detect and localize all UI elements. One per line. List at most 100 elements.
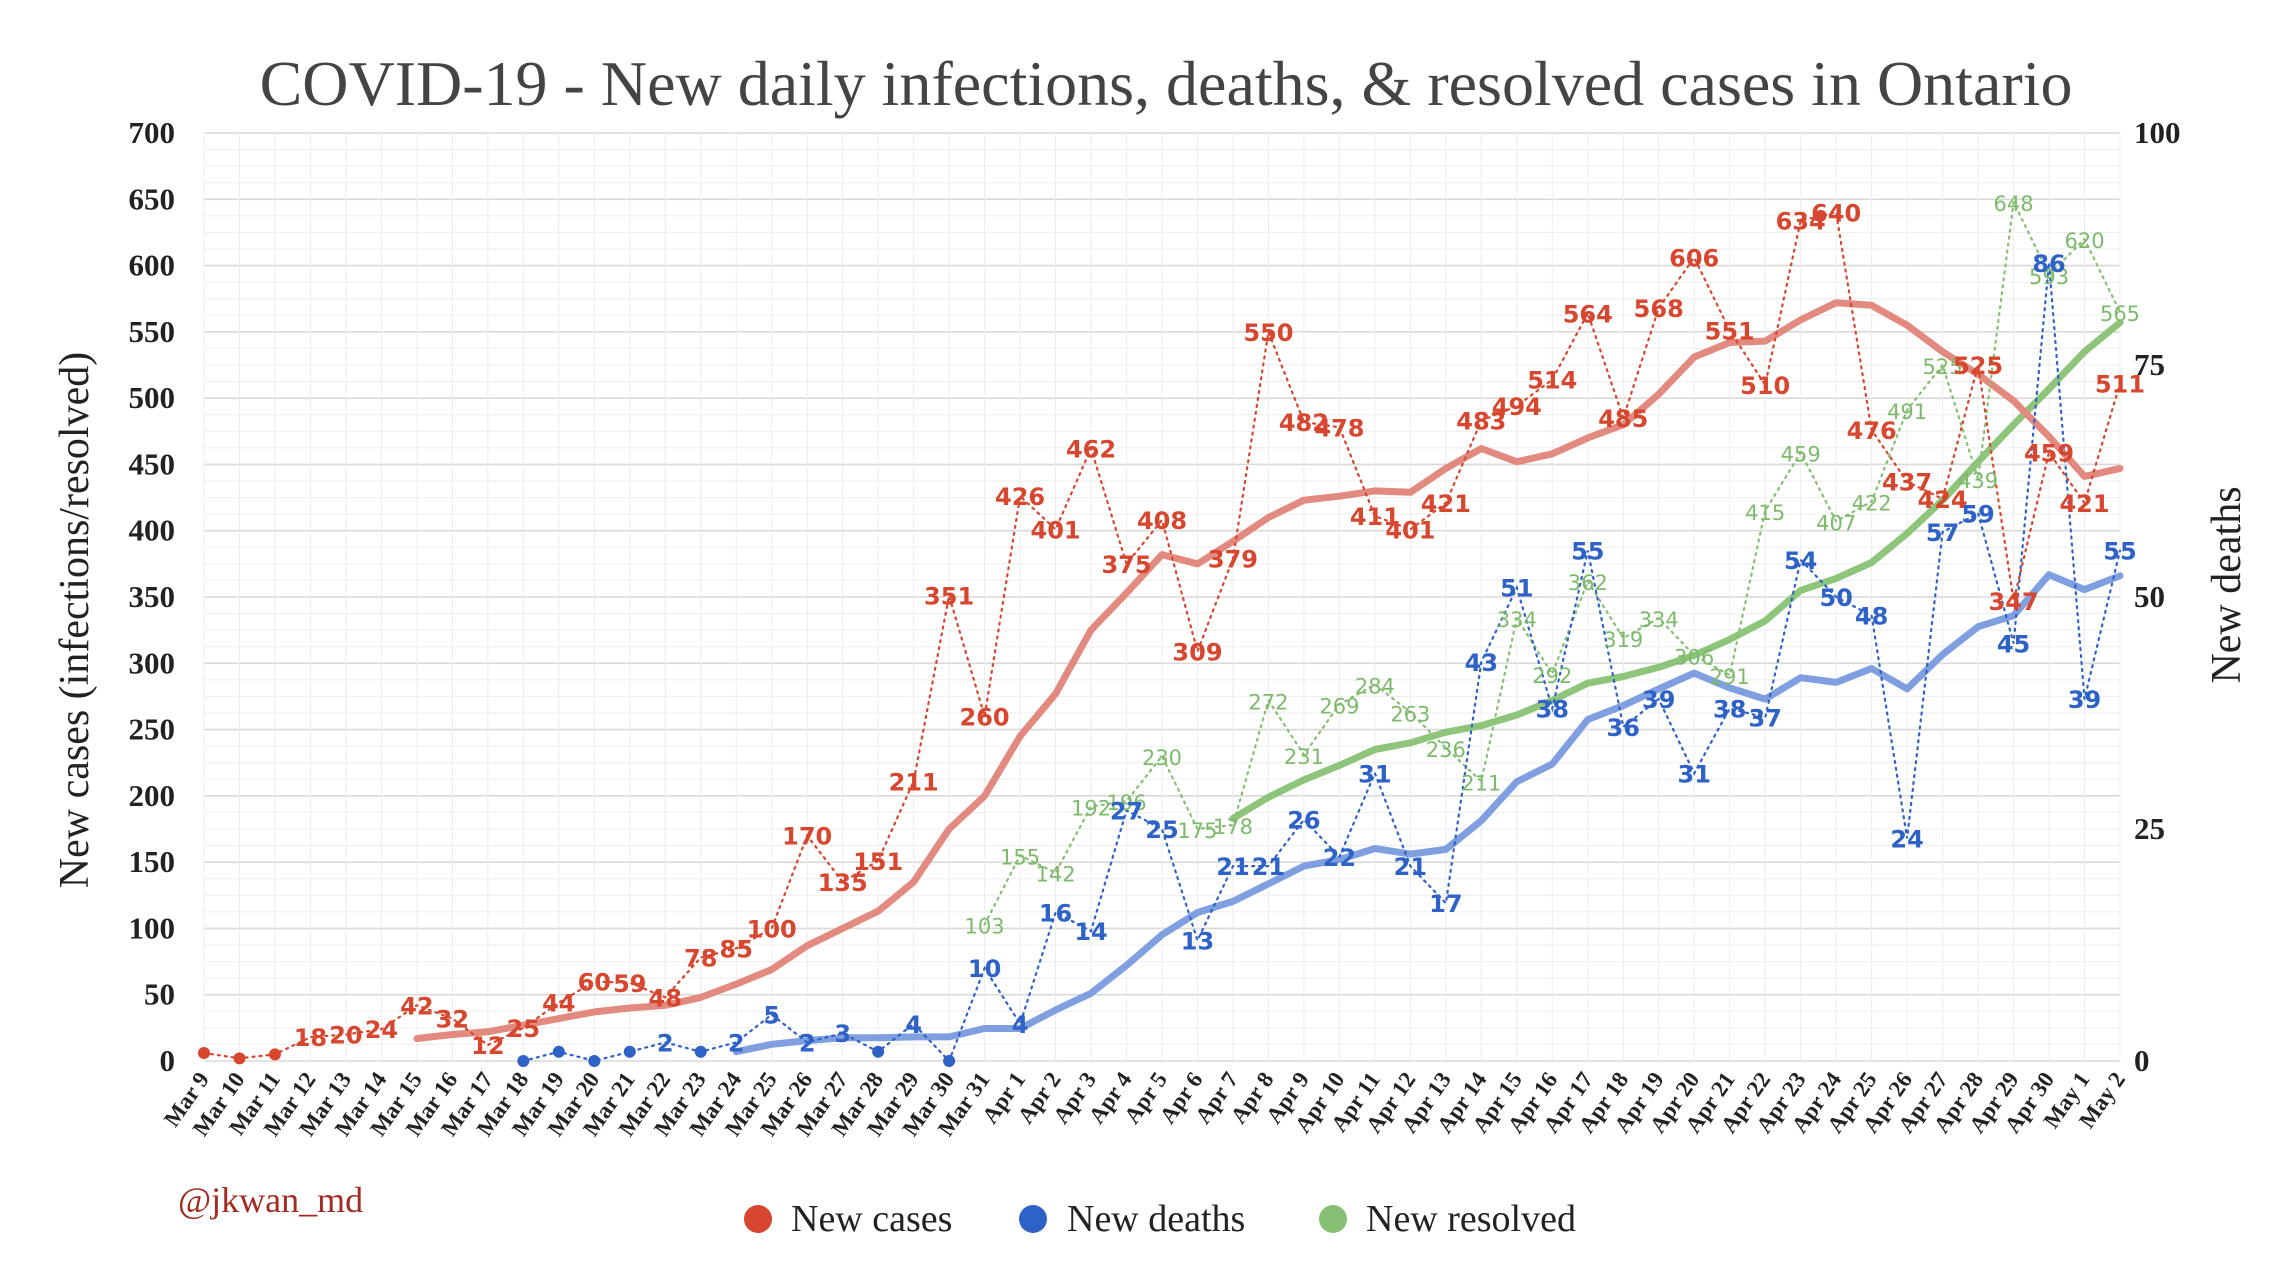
cases-data-label: 379 xyxy=(1208,546,1258,574)
left-tick-label: 50 xyxy=(144,977,175,1012)
deaths-data-label: 24 xyxy=(1890,825,1923,853)
right-tick-label: 100 xyxy=(2134,115,2181,150)
deaths-data-label: 55 xyxy=(2103,538,2136,566)
left-tick-label: 700 xyxy=(129,115,176,150)
cases-trend-line xyxy=(413,299,2124,1042)
resolved-data-label: 334 xyxy=(1639,608,1679,632)
cases-data-label: 421 xyxy=(1421,490,1471,518)
left-tick-label: 550 xyxy=(129,314,176,349)
cases-data-label: 78 xyxy=(684,945,717,973)
cases-data-label: 514 xyxy=(1527,367,1577,395)
cases-data-label: 351 xyxy=(924,583,974,611)
resolved-data-label: 593 xyxy=(2029,265,2069,289)
deaths-data-label: 59 xyxy=(1961,500,1994,528)
deaths-data-label: 13 xyxy=(1181,927,1214,955)
deaths-data-label: 2 xyxy=(799,1029,816,1057)
cases-data-label: 462 xyxy=(1066,436,1116,464)
cases-data-label: 483 xyxy=(1456,408,1506,436)
deaths-data-label: 43 xyxy=(1465,649,1498,677)
cases-data-label: 401 xyxy=(1385,516,1435,544)
cases-data-label: 568 xyxy=(1634,295,1684,323)
resolved-data-label: 196 xyxy=(1106,791,1146,815)
deaths-data-label: 21 xyxy=(1252,853,1285,881)
deaths-data-label: 50 xyxy=(1819,584,1852,612)
deaths-data-label: 45 xyxy=(1997,630,2030,658)
cases-data-label: 260 xyxy=(960,703,1010,731)
resolved-data-label: 491 xyxy=(1887,400,1927,424)
cases-data-label: 347 xyxy=(1989,588,2039,616)
cases-point xyxy=(268,1048,281,1061)
cases-data-label: 476 xyxy=(1847,417,1897,445)
deaths-point xyxy=(872,1045,885,1058)
left-tick-label: 600 xyxy=(129,248,176,283)
cases-data-label: 100 xyxy=(747,915,797,943)
resolved-data-label: 192 xyxy=(1071,796,1111,820)
resolved-data-label: 422 xyxy=(1852,492,1892,516)
resolved-trend-line xyxy=(1229,319,2124,822)
resolved-data-label: 319 xyxy=(1603,628,1643,652)
resolved-data-label: 272 xyxy=(1248,690,1288,714)
deaths-data-label: 17 xyxy=(1429,890,1462,918)
cases-point xyxy=(233,1052,246,1065)
deaths-data-label: 54 xyxy=(1784,547,1817,575)
deaths-data-label: 5 xyxy=(763,1002,780,1030)
resolved-data-label: 236 xyxy=(1426,738,1466,762)
legend-label-cases: New cases xyxy=(791,1198,952,1240)
left-tick-label: 400 xyxy=(129,513,176,548)
deaths-data-label: 39 xyxy=(2068,686,2101,714)
deaths-data-label: 22 xyxy=(1323,844,1356,872)
cases-data-label: 494 xyxy=(1492,393,1542,421)
deaths-data-label: 16 xyxy=(1039,900,1072,928)
cases-data-label: 48 xyxy=(649,984,682,1012)
deaths-data-label: 4 xyxy=(905,1011,922,1039)
left-tick-label: 150 xyxy=(129,844,176,879)
cases-data-label: 24 xyxy=(365,1016,398,1044)
resolved-data-label: 142 xyxy=(1036,863,1076,887)
cases-data-label: 606 xyxy=(1669,245,1719,273)
left-tick-label: 350 xyxy=(129,579,176,614)
right-tick-label: 75 xyxy=(2134,347,2165,382)
deaths-data-label: 14 xyxy=(1074,918,1107,946)
cases-data-label: 459 xyxy=(2024,439,2074,467)
deaths-point xyxy=(943,1055,956,1067)
deaths-point xyxy=(623,1045,636,1058)
deaths-data-label: 2 xyxy=(728,1029,745,1057)
resolved-data-label: 648 xyxy=(1994,192,2034,216)
deaths-data-label: 21 xyxy=(1394,853,1427,881)
deaths-trend-line xyxy=(732,571,2124,1056)
resolved-data-label: 620 xyxy=(2064,229,2104,253)
deaths-data-label: 31 xyxy=(1358,760,1391,788)
resolved-data-label: 103 xyxy=(965,914,1005,938)
cases-data-label: 60 xyxy=(578,968,611,996)
resolved-data-label: 178 xyxy=(1213,815,1253,839)
cases-data-label: 411 xyxy=(1350,503,1400,531)
resolved-data-label: 407 xyxy=(1816,511,1856,535)
resolved-data-label: 269 xyxy=(1319,694,1359,718)
chart-title: COVID-19 - New daily infections, deaths,… xyxy=(260,48,2073,119)
cases-data-label: 44 xyxy=(542,990,575,1018)
cases-data-label: 12 xyxy=(471,1032,504,1060)
deaths-point xyxy=(517,1055,530,1067)
trend-lines xyxy=(413,299,2124,1056)
deaths-data-label: 57 xyxy=(1926,519,1959,547)
cases-data-label: 25 xyxy=(507,1015,540,1043)
left-tick-label: 0 xyxy=(160,1043,176,1078)
resolved-data-label: 292 xyxy=(1532,664,1572,688)
deaths-data-label: 51 xyxy=(1500,575,1533,603)
resolved-data-label: 306 xyxy=(1674,645,1714,669)
right-tick-label: 25 xyxy=(2134,811,2165,846)
resolved-data-label: 284 xyxy=(1355,674,1395,698)
resolved-data-label: 415 xyxy=(1745,501,1785,525)
legend-marker-resolved xyxy=(1319,1205,1347,1233)
deaths-data-label: 38 xyxy=(1536,695,1569,723)
cases-data-label: 211 xyxy=(889,768,939,796)
resolved-data-label: 291 xyxy=(1710,665,1750,689)
left-tick-label: 300 xyxy=(129,645,176,680)
resolved-data-label: 334 xyxy=(1497,608,1537,632)
cases-data-label: 59 xyxy=(613,970,646,998)
cases-data-label: 135 xyxy=(818,869,868,897)
cases-data-label: 170 xyxy=(782,823,832,851)
cases-data-label: 564 xyxy=(1563,300,1613,328)
